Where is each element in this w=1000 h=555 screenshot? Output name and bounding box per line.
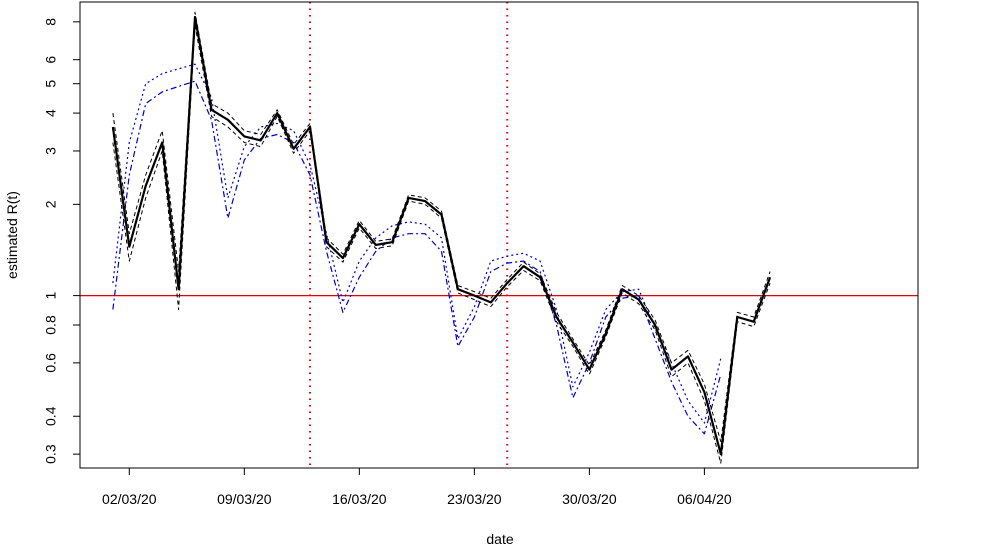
data-line xyxy=(112,80,722,435)
x-axis-label: date xyxy=(486,531,513,547)
data-line xyxy=(112,63,722,424)
y-tick-label: 0.6 xyxy=(43,353,59,373)
x-tick-label: 16/03/20 xyxy=(332,491,387,507)
y-tick-label: 8 xyxy=(43,18,59,26)
y-axis-label: estimated R(t) xyxy=(4,191,20,279)
y-tick-label: 1 xyxy=(43,292,59,300)
x-tick-label: 06/04/20 xyxy=(677,491,732,507)
y-tick-label: 3 xyxy=(43,147,59,155)
y-tick-label: 0.4 xyxy=(43,406,59,426)
y-tick-label: 0.8 xyxy=(43,315,59,335)
y-tick-label: 5 xyxy=(43,80,59,88)
data-line xyxy=(111,15,772,456)
y-tick-label: 6 xyxy=(43,56,59,64)
data-line xyxy=(112,11,771,443)
x-tick-label: 02/03/20 xyxy=(102,491,157,507)
x-tick-label: 09/03/20 xyxy=(217,491,272,507)
y-tick-label: 4 xyxy=(43,109,59,117)
y-tick-label: 2 xyxy=(43,200,59,208)
data-line xyxy=(112,24,771,464)
x-tick-label: 30/03/20 xyxy=(562,491,617,507)
plot-frame xyxy=(79,1,919,469)
x-tick-label: 23/03/20 xyxy=(447,491,502,507)
y-tick-label: 0.3 xyxy=(43,444,59,464)
